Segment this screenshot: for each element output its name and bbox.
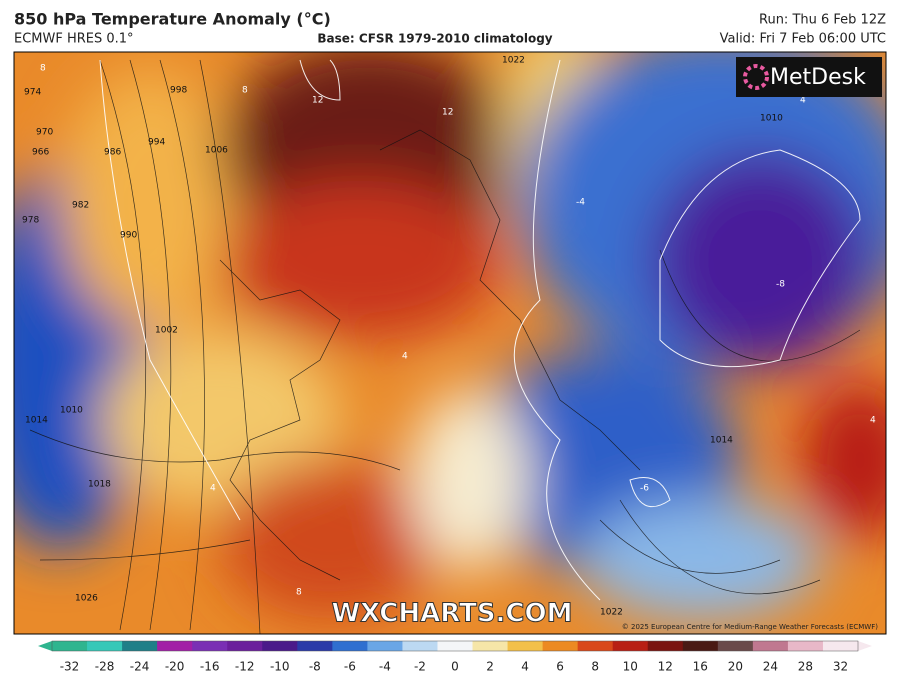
colorbar-arrow	[38, 641, 52, 651]
anomaly-label: 12	[312, 96, 323, 106]
isobar-labels: 974 970 966 978 982 986 990 994 998 1002…	[22, 56, 783, 618]
isobar-label: 974	[24, 88, 41, 98]
colorbar-segment	[682, 641, 719, 651]
colorbar-segment	[332, 641, 368, 651]
colorbar-tick-label: -20	[165, 660, 185, 674]
colorbar-segment	[227, 641, 263, 651]
colorbar-tick-label: 32	[833, 660, 848, 674]
colorbar-tick-label: 12	[658, 660, 673, 674]
colorbar-tick-label: -16	[200, 660, 220, 674]
anomaly-label: -6	[640, 484, 649, 494]
isobar-label: 1022	[600, 608, 623, 618]
isobar-label: 1022	[502, 56, 525, 66]
isobar-label: 1010	[760, 114, 783, 124]
anomaly-label: 4	[800, 96, 806, 106]
watermark: WXCHARTS.COM	[331, 599, 572, 629]
anomaly-label: -4	[576, 198, 585, 208]
logo-box	[736, 57, 882, 97]
colorbar-segment	[752, 641, 789, 651]
base: Base: CFSR 1979-2010 climatology	[317, 32, 552, 46]
colorbar-tick-label: -32	[60, 660, 80, 674]
colorbar-tick-label: 28	[798, 660, 813, 674]
isobar-label: 966	[32, 148, 49, 158]
isobar-label: 994	[148, 138, 165, 148]
colorbar-tick-label: 4	[521, 660, 529, 674]
title: 850 hPa Temperature Anomaly (°C)	[14, 10, 331, 29]
colorbar-segment	[297, 641, 333, 651]
anomaly-labels: 8 12 12 8 4 4 -4 -8 -6 4 8 4	[40, 64, 876, 598]
colorbar-segment	[402, 641, 438, 651]
colorbar-segment	[647, 641, 684, 651]
colorbar-segment	[612, 641, 649, 651]
colorbar-tick-label: -2	[414, 660, 426, 674]
map-frame	[13, 51, 887, 635]
colorbar-frame	[51, 640, 859, 652]
valid: Valid: Fri 7 Feb 06:00 UTC	[720, 32, 886, 47]
colorbar-segment	[542, 641, 579, 651]
colorbar-segment	[262, 641, 298, 651]
isobar-label: 986	[104, 148, 121, 158]
colorbar-tick-label: -10	[270, 660, 290, 674]
isobar-label: 1018	[88, 480, 111, 490]
colorbar-tick-label: 20	[728, 660, 743, 674]
anomaly-label: 8	[296, 588, 302, 598]
colorbar-segment	[437, 641, 474, 651]
colorbar-tick-label: -8	[309, 660, 321, 674]
colorbar-tick-label: 8	[591, 660, 599, 674]
colorbar-arrow	[858, 641, 872, 651]
colorbar-segment	[577, 641, 614, 651]
anomaly-label: -8	[776, 280, 785, 290]
anomaly-label: 12	[442, 108, 453, 118]
colorbar-tick-label: 2	[486, 660, 494, 674]
colorbar-tick-label: 10	[623, 660, 638, 674]
isobar-label: 1014	[710, 436, 733, 446]
colorbar-segment	[472, 641, 509, 651]
anomaly-label: 4	[870, 416, 876, 426]
colorbar-segment	[367, 641, 403, 651]
colorbar: -32 -28 -24 -20 -16 -12 -10 -8 -6 -4 -2 0 2 4 6 8 10 12 16…	[38, 640, 872, 674]
isobar-label: 1014	[25, 416, 48, 426]
colorbar-segment	[822, 641, 859, 651]
colorbar-segment	[507, 641, 544, 651]
anomaly-label: 8	[242, 86, 248, 96]
colorbar-tick-label: 6	[556, 660, 564, 674]
isobar-label: 990	[120, 231, 137, 241]
logo: MetDesk	[770, 65, 866, 90]
isobar-label: 982	[72, 201, 89, 211]
anomaly-label: 8	[40, 64, 46, 74]
copyright: © 2025 European Centre for Medium-Range …	[622, 623, 878, 631]
colorbar-tick-label: -6	[344, 660, 356, 674]
colorbar-segment	[157, 641, 193, 651]
logo-icon	[743, 64, 769, 90]
colorbar-tick-label: 16	[693, 660, 708, 674]
model: ECMWF HRES 0.1°	[14, 32, 134, 47]
colorbar-segment	[87, 641, 123, 651]
colorbar-tick-label: 24	[763, 660, 778, 674]
isobar-label: 1002	[155, 326, 178, 336]
anomaly-label: 4	[210, 484, 216, 494]
colorbar-tick-label: -4	[379, 660, 391, 674]
run: Run: Thu 6 Feb 12Z	[759, 13, 886, 28]
anomaly-label: 4	[402, 352, 408, 362]
colorbar-tick-label: 0	[451, 660, 459, 674]
colorbar-segment	[787, 641, 824, 651]
isobar-label: 1006	[205, 146, 228, 156]
colorbar-tick-label: -12	[235, 660, 255, 674]
isobar-label: 970	[36, 128, 53, 138]
isobar-label: 978	[22, 216, 39, 226]
colorbar-tick-label: -24	[130, 660, 150, 674]
colorbar-segment	[192, 641, 228, 651]
isobar-label: 998	[170, 86, 187, 96]
isobar-label: 1026	[75, 594, 98, 604]
colorbar-segment	[717, 641, 754, 651]
colorbar-tick-label: -28	[95, 660, 115, 674]
colorbar-segment	[122, 641, 158, 651]
colorbar-segment	[52, 641, 88, 651]
map: 974 970 966 978 982 986 990 994 998 1002…	[14, 52, 886, 634]
isobar-label: 1010	[60, 406, 83, 416]
